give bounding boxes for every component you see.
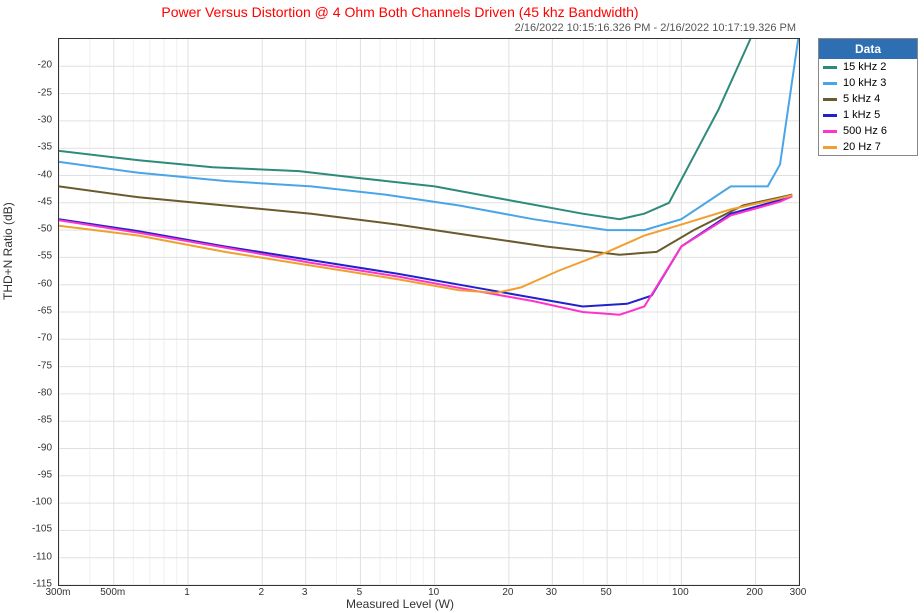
plot-area bbox=[58, 38, 800, 586]
y-tick: -40 bbox=[38, 169, 52, 180]
legend-swatch bbox=[823, 146, 837, 149]
legend-swatch bbox=[823, 114, 837, 117]
y-tick: -105 bbox=[32, 524, 52, 535]
legend-item: 500 Hz 6 bbox=[819, 123, 917, 139]
x-tick: 300 bbox=[790, 587, 807, 598]
legend-item: 1 kHz 5 bbox=[819, 107, 917, 123]
series-line bbox=[59, 38, 799, 230]
legend-label: 15 kHz 2 bbox=[843, 61, 886, 73]
legend-label: 500 Hz 6 bbox=[843, 125, 887, 137]
y-tick: -30 bbox=[38, 114, 52, 125]
legend-label: 1 kHz 5 bbox=[843, 109, 880, 121]
legend-label: 20 Hz 7 bbox=[843, 141, 881, 153]
y-tick: -20 bbox=[38, 60, 52, 71]
x-tick: 5 bbox=[357, 587, 363, 598]
x-tick: 20 bbox=[502, 587, 513, 598]
series-line bbox=[59, 186, 792, 254]
series-line bbox=[59, 196, 792, 306]
y-tick: -25 bbox=[38, 87, 52, 98]
legend: Data 15 kHz 2 10 kHz 3 5 kHz 4 1 kHz 5 500 H… bbox=[818, 38, 918, 156]
y-tick: -65 bbox=[38, 306, 52, 317]
y-tick: -80 bbox=[38, 387, 52, 398]
legend-label: 10 kHz 3 bbox=[843, 77, 886, 89]
y-tick: -45 bbox=[38, 196, 52, 207]
legend-swatch bbox=[823, 98, 837, 101]
x-tick: 30 bbox=[546, 587, 557, 598]
y-tick: -35 bbox=[38, 142, 52, 153]
y-tick: -110 bbox=[33, 551, 52, 562]
y-tick: -85 bbox=[38, 415, 52, 426]
legend-item: 5 kHz 4 bbox=[819, 91, 917, 107]
x-axis-label: Measured Level (W) bbox=[0, 597, 800, 611]
y-tick: -70 bbox=[38, 333, 52, 344]
y-tick: -55 bbox=[38, 251, 52, 262]
x-tick: 500m bbox=[100, 587, 125, 598]
x-tick: 100 bbox=[672, 587, 689, 598]
legend-swatch bbox=[823, 82, 837, 85]
y-tick: -50 bbox=[38, 224, 52, 235]
x-tick: 2 bbox=[258, 587, 264, 598]
x-tick: 50 bbox=[601, 587, 612, 598]
x-tick: 300m bbox=[45, 587, 70, 598]
y-tick: -60 bbox=[38, 278, 52, 289]
x-tick: 3 bbox=[302, 587, 308, 598]
x-tick: 10 bbox=[428, 587, 439, 598]
legend-item: 15 kHz 2 bbox=[819, 59, 917, 75]
chart-container: Power Versus Distortion @ 4 Ohm Both Cha… bbox=[0, 0, 924, 613]
y-tick: -100 bbox=[32, 497, 52, 508]
timestamp: 2/16/2022 10:15:16.326 PM - 2/16/2022 10… bbox=[515, 22, 796, 34]
chart-title: Power Versus Distortion @ 4 Ohm Both Cha… bbox=[0, 4, 800, 20]
y-axis-label: THD+N Ratio (dB) bbox=[1, 202, 15, 300]
series-line bbox=[59, 196, 792, 315]
y-tick: -95 bbox=[38, 469, 52, 480]
x-tick: 1 bbox=[184, 587, 190, 598]
legend-item: 20 Hz 7 bbox=[819, 139, 917, 155]
legend-swatch bbox=[823, 66, 837, 69]
x-tick: 200 bbox=[746, 587, 763, 598]
legend-swatch bbox=[823, 130, 837, 133]
legend-item: 10 kHz 3 bbox=[819, 75, 917, 91]
y-tick: -90 bbox=[38, 442, 52, 453]
legend-header: Data bbox=[819, 39, 917, 59]
legend-label: 5 kHz 4 bbox=[843, 93, 880, 105]
y-tick: -75 bbox=[38, 360, 52, 371]
